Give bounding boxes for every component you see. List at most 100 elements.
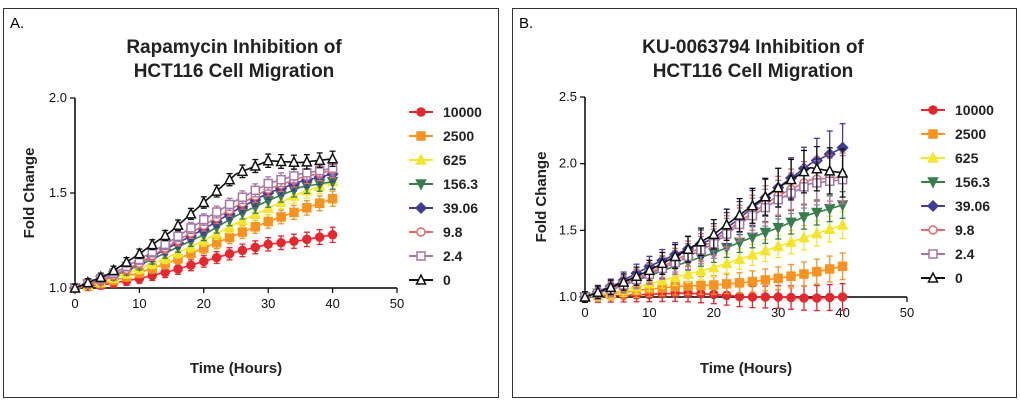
chart-a-series-10000-point xyxy=(289,236,299,247)
chart-b-series-2500-point xyxy=(734,278,745,288)
chart-a-legend-label: 39.06 xyxy=(443,200,478,216)
chart-a-legend-label: 2500 xyxy=(443,128,474,144)
chart-b-legend-label: 9.8 xyxy=(955,222,975,238)
chart-a-series-10000-point xyxy=(173,264,183,274)
legend-swatch-marker xyxy=(416,251,426,261)
chart-a-legend-label: 156.3 xyxy=(443,176,478,192)
chart-b-series-156.3-point xyxy=(811,207,823,220)
chart-a-x-tick-label: 0 xyxy=(71,296,78,311)
chart-a-legend-item-156.3: 156.3 xyxy=(409,176,478,192)
chart-b-x-label: Time (Hours) xyxy=(700,360,792,377)
chart-b-series-625-point xyxy=(811,226,823,239)
chart-a-series-2.4-point xyxy=(289,171,299,181)
chart-b-legend-item-9.8: 9.8 xyxy=(921,222,975,238)
chart-b-y-tick-label: 2.5 xyxy=(559,89,577,104)
chart-a-y-label: Fold Change xyxy=(21,148,38,239)
chart-b-legend-item-0: 0 xyxy=(921,270,963,286)
chart-b-series-10000-point xyxy=(734,291,745,302)
chart-b-series-625-point xyxy=(824,222,836,235)
chart-a-series-2.4-point xyxy=(173,231,183,242)
chart-b-series-625-point xyxy=(759,243,772,256)
chart-a-series-0-point xyxy=(262,154,274,166)
chart-a-series-10000-point xyxy=(237,245,248,256)
chart-a-series-10000-point xyxy=(314,232,325,242)
chart-b-legend-item-156.3: 156.3 xyxy=(921,174,990,190)
chart-a-series-0-point xyxy=(275,154,287,167)
chart-a-legend-item-9.8: 9.8 xyxy=(409,224,463,240)
chart-b-legend-item-2.4: 2.4 xyxy=(921,246,975,262)
chart-b-series-625-point xyxy=(798,231,810,243)
chart-b-series-0-point xyxy=(733,208,746,220)
legend-swatch-marker xyxy=(415,153,427,165)
chart-b-series-0-point xyxy=(746,199,759,211)
chart-a-series-10000-point xyxy=(302,234,312,245)
chart-b-series-10000-point xyxy=(812,293,822,303)
legend-swatch-marker xyxy=(928,249,938,259)
chart-b-series-2500-point xyxy=(799,269,809,279)
chart-a-legend-label: 2.4 xyxy=(443,248,463,264)
chart-b-series-0-point xyxy=(630,269,643,281)
chart-b-series-0-point xyxy=(669,249,681,262)
chart-a: 0 10 20 30 40 50 1.0 1.5 2.0 Time (Hours) Fold Cha… xyxy=(21,90,482,377)
chart-b-series-2500-point xyxy=(760,275,771,285)
chart-a-x-tick-label: 40 xyxy=(325,296,339,311)
chart-a-series-0-point xyxy=(210,184,223,196)
chart-b-series-2500-point xyxy=(721,279,732,289)
chart-b-series-156.3-point xyxy=(759,227,772,240)
panel-b-label: B. xyxy=(519,15,534,32)
chart-a-series-2.4-point xyxy=(160,239,170,250)
chart-b-series-2500-point xyxy=(709,280,719,290)
chart-a-series-0-point xyxy=(326,152,339,164)
chart-b-series-0-point xyxy=(836,166,849,178)
chart-b-series-0-point xyxy=(695,235,707,247)
chart-a-title-line2: HCT116 Cell Migration xyxy=(133,61,335,82)
chart-a-series-0-point xyxy=(249,159,262,171)
chart-a-legend-item-2500: 2500 xyxy=(409,128,474,144)
chart-a-series-0-point xyxy=(82,276,94,288)
chart-a-series-0-point xyxy=(120,255,133,267)
legend-swatch-marker xyxy=(928,105,938,115)
chart-b-legend-label: 2.4 xyxy=(955,246,975,262)
chart-a-series-0-point xyxy=(146,238,158,250)
chart-a-series-0-point xyxy=(159,228,171,241)
chart-a-series-0-point xyxy=(69,281,81,293)
chart-a-title: Rapamycin Inhibition of HCT116 Cell Migr… xyxy=(44,36,424,84)
legend-swatch-marker xyxy=(416,131,426,141)
chart-b-series-0-point xyxy=(720,218,733,230)
chart-b-title-line2: HCT116 Cell Migration xyxy=(652,61,854,82)
chart-b-series-2500-point xyxy=(786,271,796,281)
chart-b-series-0-point xyxy=(824,164,836,176)
chart-a-series-10000-point xyxy=(276,238,286,248)
legend-swatch-marker xyxy=(414,201,428,215)
chart-a-series-0-point xyxy=(301,155,313,167)
chart-b-x-tick-label: 50 xyxy=(900,305,914,320)
chart-a-series-0-point xyxy=(236,164,249,177)
chart-b-series-10000-point xyxy=(773,292,783,302)
chart-a-legend-label: 9.8 xyxy=(443,224,463,240)
chart-b-series-2500-point xyxy=(837,261,848,272)
chart-a-legend-label: 10000 xyxy=(443,104,482,120)
chart-a-y-tick-label: 1.0 xyxy=(49,280,67,295)
chart-b-x-tick-label: 20 xyxy=(707,305,721,320)
chart-a-series-0-point xyxy=(133,247,146,259)
chart-a-x-label: Time (Hours) xyxy=(190,360,282,377)
chart-b-series-10000-point xyxy=(760,292,771,302)
legend-swatch-marker xyxy=(928,129,938,139)
chart-b-series-625-point xyxy=(772,239,784,252)
chart-b-series-0-point xyxy=(785,172,797,185)
chart-a-series-2.4-point xyxy=(199,214,209,225)
chart-b-series-0-point xyxy=(617,275,630,287)
chart-a-series-0-point xyxy=(95,270,107,283)
legend-swatch-marker xyxy=(927,151,939,163)
chart-b-series-0-point xyxy=(682,242,694,255)
chart-a-x-tick-label: 30 xyxy=(261,296,275,311)
chart-b-series-625-point xyxy=(695,264,707,276)
chart-b-legend-item-625: 625 xyxy=(921,150,979,166)
chart-a-series-0-point xyxy=(314,153,326,166)
chart-a-x-tick-label: 20 xyxy=(197,296,211,311)
chart-b-legend-label: 2500 xyxy=(955,126,986,142)
chart-a-series-0-point xyxy=(185,207,197,219)
chart-b-series-0-point xyxy=(708,227,720,240)
chart-b-series-2500-point xyxy=(696,280,706,291)
